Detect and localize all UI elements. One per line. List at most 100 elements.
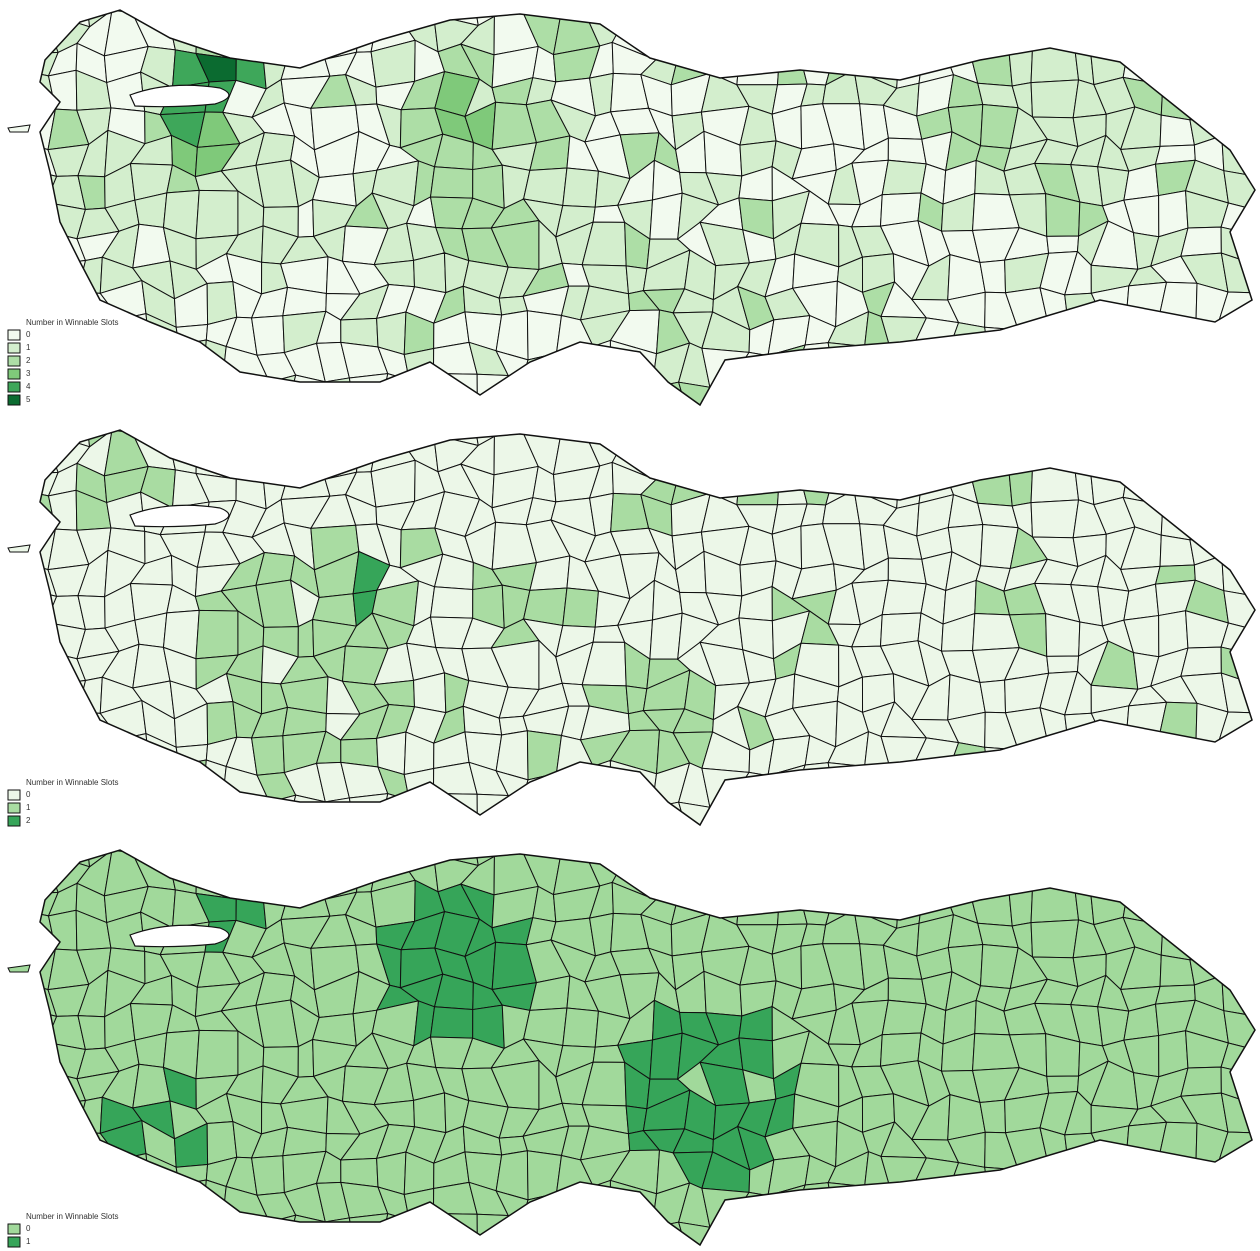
district xyxy=(404,0,436,25)
district xyxy=(1014,1181,1039,1224)
district xyxy=(1227,882,1254,920)
district xyxy=(912,797,960,831)
district xyxy=(161,1180,207,1225)
district xyxy=(285,409,322,448)
district xyxy=(11,618,54,654)
district xyxy=(561,795,583,826)
district xyxy=(85,1246,111,1251)
district xyxy=(950,371,987,405)
district xyxy=(641,0,684,28)
district xyxy=(0,688,17,715)
district xyxy=(1187,12,1229,59)
district xyxy=(0,1156,26,1197)
district xyxy=(136,404,173,447)
district xyxy=(1151,886,1197,925)
district xyxy=(972,791,1013,837)
district xyxy=(78,739,119,779)
district xyxy=(1039,829,1073,862)
district xyxy=(651,26,684,60)
district xyxy=(11,1038,54,1074)
district xyxy=(1036,1216,1077,1251)
district xyxy=(910,772,950,810)
district xyxy=(1246,773,1260,807)
district xyxy=(107,1246,149,1251)
district xyxy=(800,851,836,896)
district xyxy=(1240,420,1260,449)
district xyxy=(431,167,473,198)
district xyxy=(0,438,24,474)
district xyxy=(773,820,809,853)
district xyxy=(740,853,779,892)
district xyxy=(890,1192,912,1221)
district xyxy=(613,0,651,26)
district xyxy=(1222,136,1259,177)
district xyxy=(1031,920,1079,958)
district xyxy=(315,0,359,27)
district xyxy=(161,796,203,832)
district xyxy=(972,865,1012,900)
district xyxy=(589,0,626,21)
district xyxy=(15,404,54,438)
district xyxy=(1039,0,1073,21)
district xyxy=(641,402,684,448)
district xyxy=(882,160,926,194)
district xyxy=(10,715,56,739)
district xyxy=(589,827,626,862)
district xyxy=(1191,824,1222,852)
district xyxy=(1068,316,1108,356)
map-page: Number in Winnable Slots012345Number in … xyxy=(0,0,1260,1251)
district xyxy=(0,616,18,646)
district xyxy=(1160,1122,1197,1170)
district xyxy=(1069,801,1106,826)
district xyxy=(1098,405,1135,449)
district xyxy=(43,820,90,867)
district xyxy=(556,766,593,804)
district xyxy=(1222,976,1259,1017)
district xyxy=(17,409,56,434)
district xyxy=(1102,316,1126,350)
district xyxy=(803,823,824,864)
district xyxy=(285,852,325,899)
district xyxy=(1033,431,1075,467)
district xyxy=(583,760,610,808)
district xyxy=(556,346,593,384)
district xyxy=(1213,852,1254,899)
district xyxy=(222,382,270,410)
district xyxy=(15,0,54,18)
district xyxy=(1245,42,1260,74)
district xyxy=(1091,1126,1129,1166)
district xyxy=(1159,382,1189,411)
district xyxy=(49,910,77,950)
district xyxy=(1151,432,1191,466)
district xyxy=(1036,796,1077,834)
district xyxy=(1090,447,1135,475)
district xyxy=(0,166,18,198)
district xyxy=(196,855,236,899)
district xyxy=(859,858,899,900)
district xyxy=(349,374,387,418)
district xyxy=(1216,72,1252,119)
district xyxy=(1036,376,1077,414)
district xyxy=(1099,381,1136,404)
district xyxy=(941,13,987,60)
district xyxy=(882,377,929,412)
district xyxy=(1242,0,1260,22)
district xyxy=(653,407,687,445)
district xyxy=(702,348,749,387)
district xyxy=(1039,761,1080,801)
district xyxy=(1124,1187,1158,1229)
district xyxy=(256,432,289,475)
district xyxy=(15,824,54,858)
legend-label: 2 xyxy=(26,356,31,365)
district xyxy=(431,587,473,618)
district xyxy=(1191,404,1222,432)
district xyxy=(135,345,179,390)
district xyxy=(762,375,804,418)
district xyxy=(800,11,836,56)
district xyxy=(22,432,58,474)
district xyxy=(737,889,780,925)
island xyxy=(8,125,30,132)
district xyxy=(1014,761,1039,804)
district xyxy=(718,441,744,476)
district xyxy=(11,225,54,269)
